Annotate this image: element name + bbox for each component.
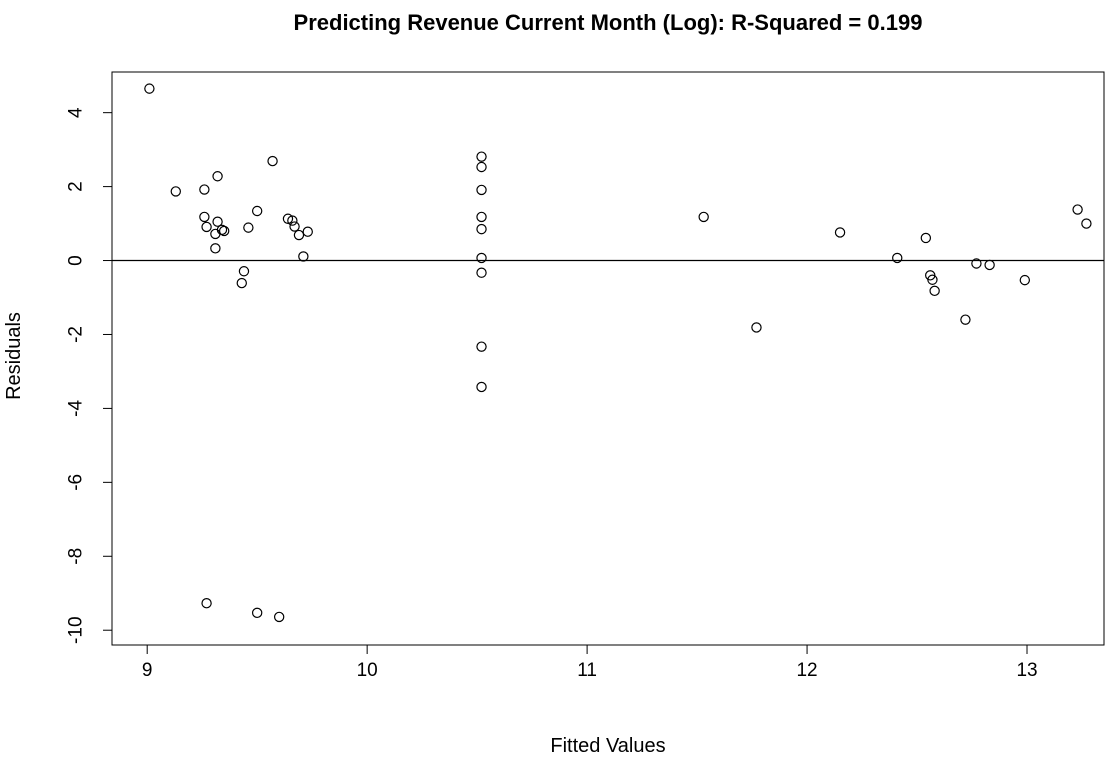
data-point xyxy=(476,223,487,235)
y-tick-label: 4 xyxy=(66,107,87,118)
y-tick-label: 0 xyxy=(66,255,87,266)
data-point xyxy=(199,211,210,223)
data-point xyxy=(476,151,487,162)
data-point xyxy=(929,285,940,297)
data-point xyxy=(1019,274,1031,286)
y-tick-label: -4 xyxy=(66,400,87,417)
data-point xyxy=(251,205,263,217)
data-point xyxy=(170,186,181,197)
data-point xyxy=(251,607,263,619)
x-axis-label: Fitted Values xyxy=(550,735,665,757)
y-tick-label: -8 xyxy=(66,548,87,565)
data-point xyxy=(293,229,305,241)
data-point xyxy=(199,184,210,195)
data-point xyxy=(698,211,709,223)
data-point xyxy=(243,222,254,233)
data-point xyxy=(201,598,212,609)
data-point xyxy=(210,228,221,240)
data-point xyxy=(1081,218,1092,229)
data-point xyxy=(476,267,487,278)
data-point xyxy=(834,227,846,238)
data-point xyxy=(476,184,487,196)
plot-frame xyxy=(111,71,1105,646)
data-point xyxy=(216,224,228,236)
data-point xyxy=(751,322,762,333)
y-tick-label: 2 xyxy=(66,181,87,192)
data-point xyxy=(960,314,971,325)
y-tick-label: -6 xyxy=(66,474,87,491)
data-point xyxy=(476,341,487,352)
x-tick-label: 9 xyxy=(142,660,153,681)
data-point xyxy=(212,171,223,182)
x-tick-label: 13 xyxy=(1016,660,1037,681)
data-point xyxy=(289,221,300,232)
data-point xyxy=(476,252,487,264)
y-tick-label: -10 xyxy=(66,616,87,643)
data-point xyxy=(273,611,285,623)
data-point xyxy=(212,216,223,227)
data-point xyxy=(201,221,212,233)
x-tick-label: 12 xyxy=(796,660,817,681)
data-point xyxy=(927,274,938,285)
data-point xyxy=(1072,204,1083,215)
data-point xyxy=(298,251,309,262)
data-point xyxy=(476,211,487,223)
data-point xyxy=(236,277,247,289)
chart-title: Predicting Revenue Current Month (Log): … xyxy=(294,10,923,35)
data-point xyxy=(267,155,278,167)
data-point xyxy=(287,215,298,226)
data-point xyxy=(920,232,932,244)
x-tick-label: 10 xyxy=(357,660,378,681)
plot-area: 9 10 11 12 13 4 2 0 -2 -4 -6 -8 -10 xyxy=(66,71,1105,681)
data-point xyxy=(238,266,250,277)
y-axis-label: Residuals xyxy=(3,312,25,400)
x-tick-label: 11 xyxy=(577,660,597,681)
y-tick-label: -2 xyxy=(66,326,87,343)
data-point xyxy=(144,83,155,94)
data-point xyxy=(984,259,995,271)
data-point xyxy=(302,226,313,237)
data-point xyxy=(971,258,982,269)
data-point xyxy=(210,243,221,254)
data-point xyxy=(476,161,487,173)
data-point xyxy=(892,252,903,264)
data-point xyxy=(218,225,230,237)
data-point xyxy=(476,381,487,393)
